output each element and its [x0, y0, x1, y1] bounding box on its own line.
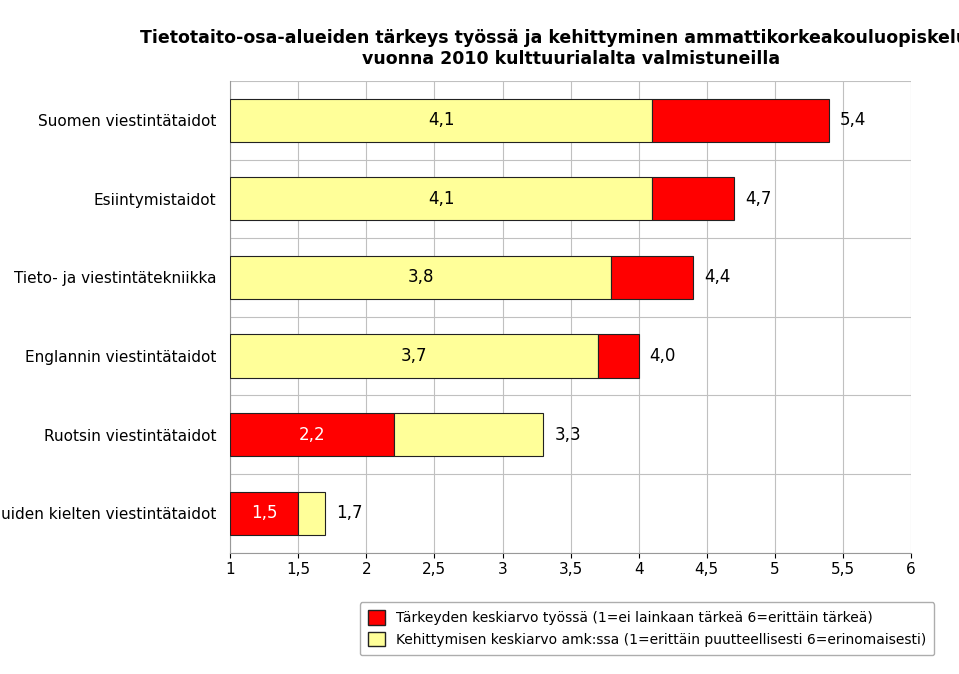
Text: 3,7: 3,7 [401, 347, 428, 365]
Bar [652, 177, 734, 220]
Bar [298, 492, 325, 535]
Bar [597, 334, 639, 377]
Text: 3,8: 3,8 [408, 268, 434, 286]
Text: 4,1: 4,1 [428, 190, 455, 208]
Bar [230, 98, 652, 142]
Bar [230, 177, 652, 220]
Text: 1,7: 1,7 [337, 504, 363, 522]
Bar [652, 98, 830, 142]
Bar [230, 492, 298, 535]
Text: 4,7: 4,7 [745, 190, 771, 208]
Bar [230, 256, 612, 299]
Text: 1,5: 1,5 [251, 504, 277, 522]
Bar [230, 334, 597, 377]
Bar [230, 413, 393, 456]
Text: 4,0: 4,0 [649, 347, 676, 365]
Bar [612, 256, 693, 299]
Text: 3,3: 3,3 [554, 426, 581, 443]
Bar [393, 413, 544, 456]
Title: Tietotaito-osa-alueiden tärkeys työssä ja kehittyminen ammattikorkeakouluopiskel: Tietotaito-osa-alueiden tärkeys työssä j… [140, 30, 959, 68]
Text: 4,1: 4,1 [428, 111, 455, 129]
Legend: Tärkeyden keskiarvo työssä (1=ei lainkaan tärkeä 6=erittäin tärkeä), Kehittymise: Tärkeyden keskiarvo työssä (1=ei lainkaa… [360, 602, 934, 655]
Text: 4,4: 4,4 [704, 268, 731, 286]
Text: 2,2: 2,2 [298, 426, 325, 443]
Text: 5,4: 5,4 [840, 111, 867, 129]
